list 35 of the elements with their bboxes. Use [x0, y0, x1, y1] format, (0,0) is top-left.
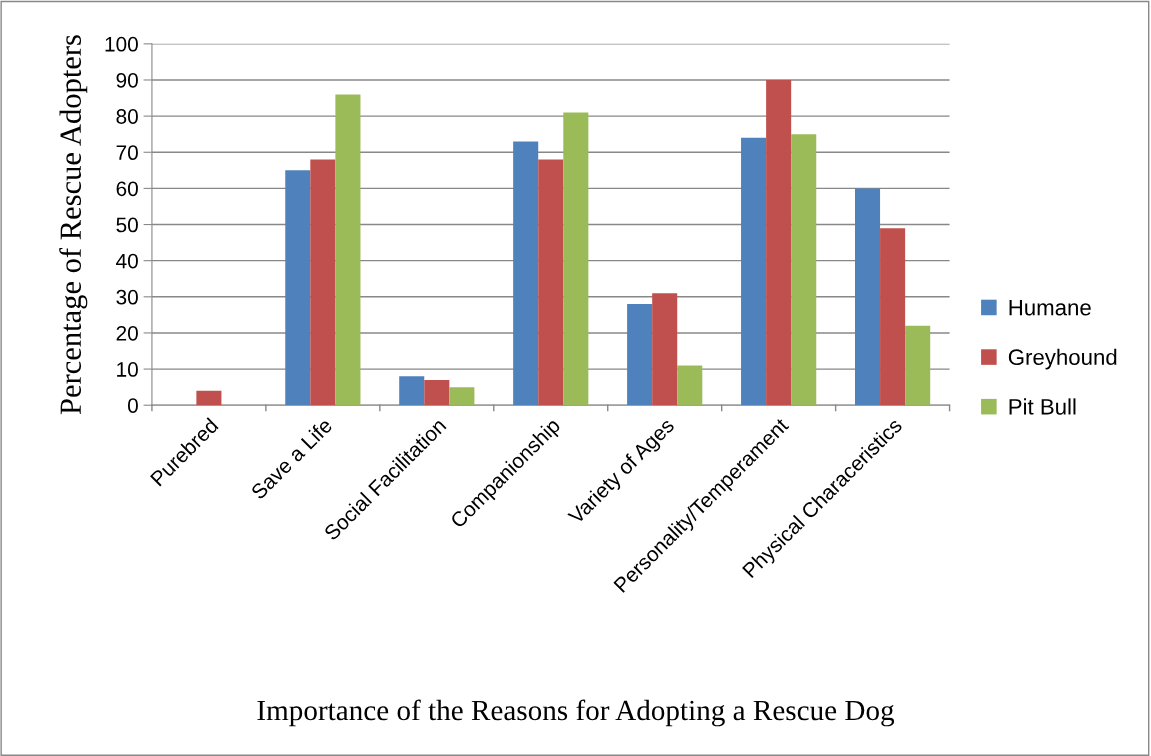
- bar: [741, 137, 767, 406]
- y-tick-label: 20: [116, 325, 138, 341]
- y-tick-label: 60: [116, 181, 138, 197]
- bar: [652, 293, 678, 406]
- bar: [449, 387, 475, 406]
- bar: [880, 228, 906, 406]
- y-axis-title: Percentage of Rescue Adopters: [59, 35, 88, 415]
- bar: [791, 134, 817, 406]
- bar: [677, 365, 703, 406]
- text: Importance of the Reasons for Adopting a Rescue Dog: [257, 699, 895, 727]
- y-tick-label: 50: [116, 217, 138, 233]
- y-tick-label: 10: [117, 362, 138, 377]
- y-tick-label: 90: [116, 72, 138, 88]
- bar: [196, 390, 222, 406]
- bar: [335, 94, 361, 406]
- bar: [766, 79, 792, 406]
- bar: [399, 376, 425, 406]
- bar: [627, 304, 653, 406]
- bar: [905, 325, 931, 406]
- bar: [563, 112, 589, 406]
- bar: [424, 379, 450, 406]
- y-tick-label: 80: [116, 109, 138, 124]
- bar: [285, 170, 311, 406]
- y-tick-label: 0: [127, 398, 138, 413]
- legend-label: Humane: [1009, 299, 1091, 316]
- bar: [310, 159, 336, 406]
- bar: [855, 188, 881, 406]
- y-tick-label: 40: [116, 253, 138, 269]
- bar: [513, 141, 539, 406]
- y-tick-label: 70: [116, 145, 138, 161]
- legend-label: Pit Bull: [1009, 398, 1076, 415]
- bar: [538, 159, 564, 406]
- legend-label: Greyhound: [1008, 348, 1117, 370]
- y-tick-label: 100: [105, 36, 138, 52]
- y-tick-label: 30: [116, 289, 138, 305]
